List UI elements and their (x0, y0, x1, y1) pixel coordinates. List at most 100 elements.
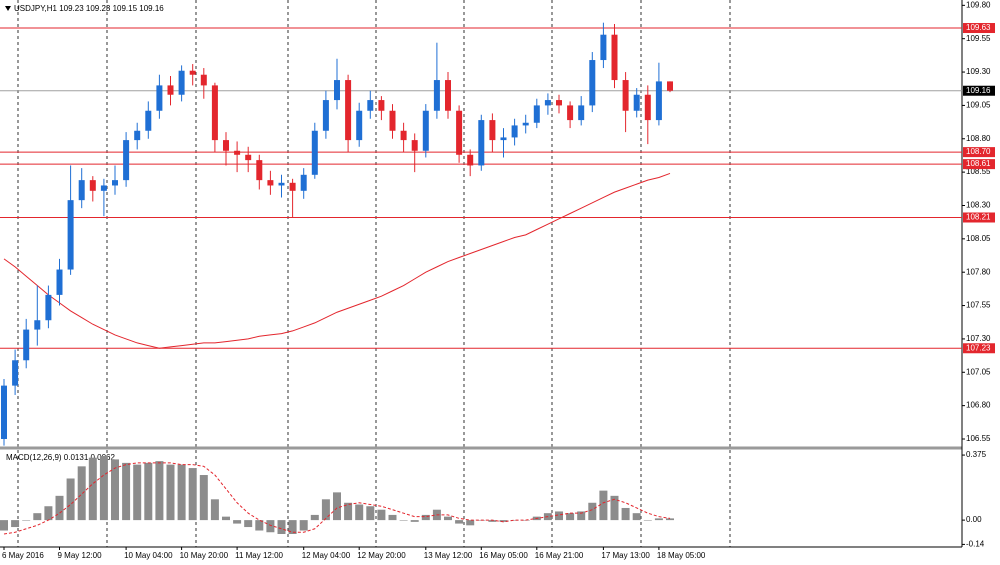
macd-bar (133, 464, 142, 521)
macd-label: MACD(12,26,9) 0.0131 0.0062 (6, 453, 116, 462)
macd-bar (233, 520, 242, 524)
macd-bar (321, 499, 330, 521)
x-tick-label: 12 May 04:00 (302, 551, 351, 560)
candle-body (223, 140, 229, 151)
macd-bar (599, 490, 608, 521)
candle-body (433, 80, 440, 111)
macd-bar (288, 520, 297, 534)
candle-body (578, 105, 585, 121)
candle-body (1, 385, 7, 439)
candle-body (256, 160, 263, 181)
macd-bar (299, 520, 308, 531)
candle-body (378, 100, 385, 111)
candle-body (367, 100, 374, 111)
macd-bar (188, 468, 197, 521)
candle-body (112, 180, 118, 186)
candle-body (567, 105, 574, 121)
candle-body (611, 34, 618, 81)
bid-label: 109.16 (966, 86, 991, 95)
macd-bar (555, 511, 563, 521)
x-tick-label: 16 May 05:00 (479, 551, 528, 560)
candle-body (589, 60, 596, 106)
macd-bar (144, 462, 153, 521)
macd-bar (266, 520, 275, 533)
macd-bar (44, 506, 53, 521)
candle-body (23, 329, 30, 361)
candle-body (622, 80, 629, 111)
signal-line (3, 462, 671, 535)
x-tick-label: 9 May 12:00 (58, 551, 103, 560)
macd-bar (499, 520, 508, 522)
candle-body (200, 74, 207, 86)
x-tick-label: 16 May 21:00 (535, 551, 584, 560)
macd-bar (366, 506, 375, 521)
macd-bar (643, 520, 652, 521)
macd-bar (122, 462, 131, 521)
macd-bar (654, 518, 663, 521)
y-tick-label: 109.55 (966, 34, 991, 43)
menu-arrow[interactable] (5, 6, 11, 11)
y-tick-label: 0.375 (966, 450, 987, 459)
macd-bar (166, 464, 175, 521)
level-label: 108.21 (966, 213, 991, 222)
candle-body (533, 105, 540, 123)
candle-body (500, 137, 507, 141)
candle-body (278, 182, 285, 186)
x-tick-label: 6 May 2016 (2, 551, 44, 560)
level-label-box (963, 343, 995, 354)
macd-bar (666, 518, 674, 521)
candle-body (178, 70, 185, 95)
candle-body (478, 120, 485, 166)
macd-bar (377, 509, 386, 521)
level-label-box (963, 159, 995, 170)
candle-body (12, 360, 19, 386)
candle-body (445, 80, 451, 111)
candle-body (300, 174, 307, 191)
macd-bar (111, 459, 119, 521)
y-tick-label: 108.05 (966, 234, 991, 243)
y-tick-label: 106.80 (966, 401, 991, 410)
candle-body (267, 180, 274, 186)
macd-bar (0, 520, 8, 531)
macd-bar (66, 478, 75, 521)
candle-body (234, 150, 241, 155)
candle-body (600, 34, 607, 61)
macd-bar (222, 516, 230, 521)
macd-bar (155, 461, 164, 521)
candle-body (189, 70, 196, 75)
candle-body (167, 85, 174, 95)
candle-body (411, 140, 418, 151)
y-tick-label: 107.80 (966, 267, 991, 276)
x-tick-label: 12 May 20:00 (357, 551, 406, 560)
candle-body (34, 320, 41, 330)
macd-bar (355, 504, 364, 521)
candle-body (467, 154, 474, 166)
candle-body (644, 94, 651, 121)
macd-bar (410, 520, 419, 522)
candle-body (400, 130, 407, 141)
moving-average (3, 172, 671, 349)
candle-body (655, 81, 662, 121)
candle-body (667, 81, 673, 91)
level-label-box (963, 23, 995, 34)
x-tick-label: 18 May 05:00 (657, 551, 706, 560)
macd-bar (388, 514, 397, 521)
y-tick-label: 109.80 (966, 0, 991, 9)
candle-body (456, 110, 463, 155)
candle-body (211, 85, 218, 141)
candle-body (356, 110, 363, 141)
macd-bar (33, 513, 42, 521)
macd-bar (333, 492, 341, 521)
macd-bar (621, 507, 630, 521)
candle-body (334, 80, 340, 101)
candle-body (123, 140, 130, 181)
macd-bar (255, 520, 264, 531)
candle-body (311, 130, 318, 175)
macd-bar (88, 457, 97, 521)
macd-bar (199, 475, 208, 521)
candle-body (289, 182, 296, 191)
candle-body (100, 185, 107, 191)
bid-label-box (963, 85, 995, 96)
symbol-title: USDJPY,H1 109.23 109.23 109.15 109.16 (14, 4, 164, 13)
